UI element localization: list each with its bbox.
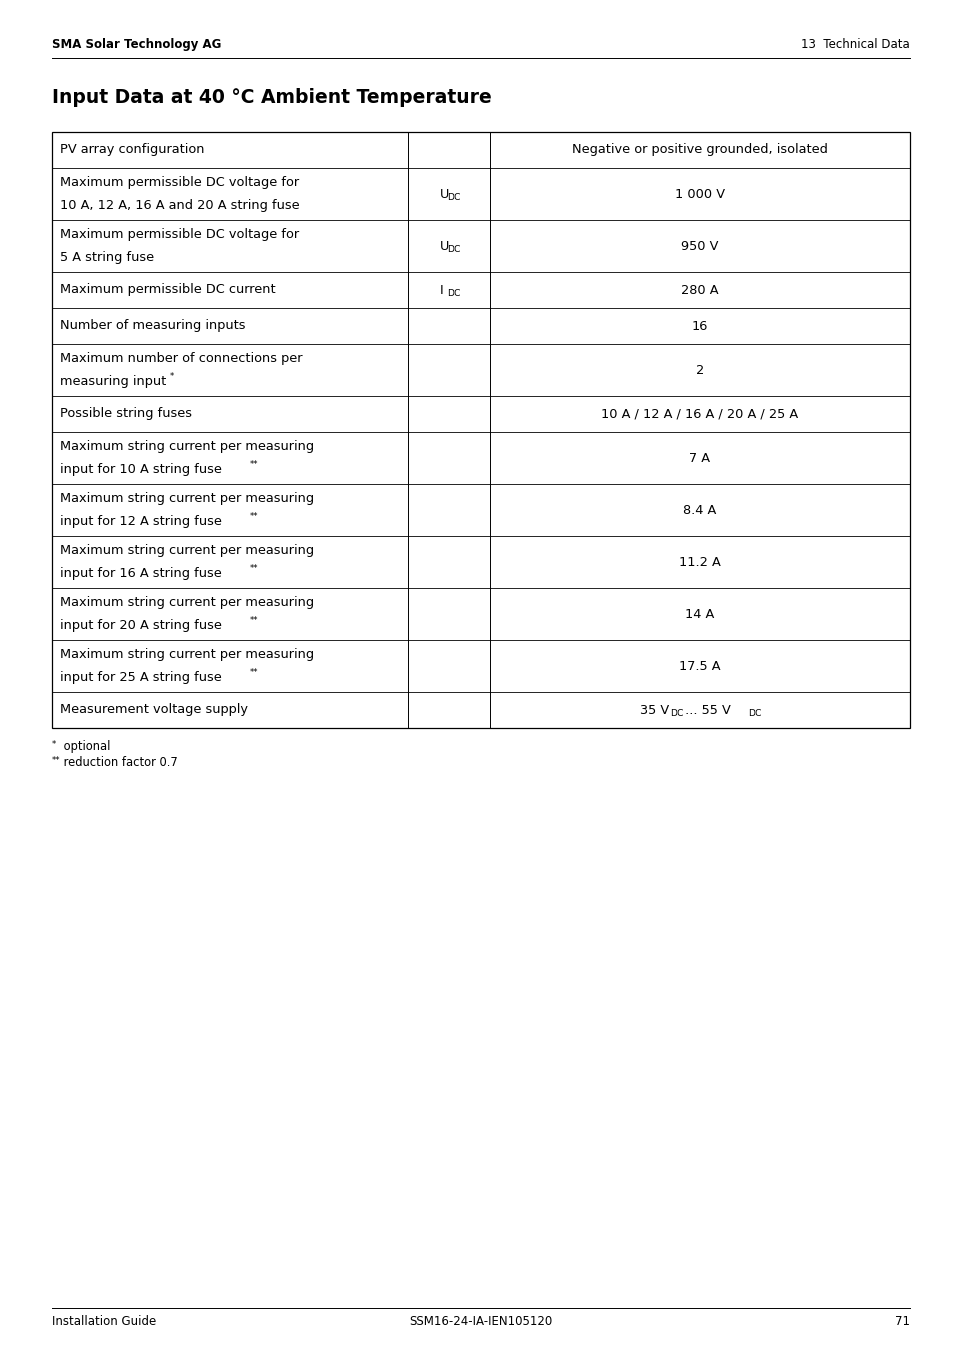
Text: ... 55 V: ... 55 V: [680, 703, 730, 717]
Text: **: **: [250, 668, 258, 677]
Text: Maximum string current per measuring: Maximum string current per measuring: [60, 545, 314, 557]
Text: 14 A: 14 A: [684, 607, 714, 621]
Text: **: **: [250, 564, 258, 573]
Bar: [52, 132, 909, 727]
Text: measuring input: measuring input: [60, 375, 166, 388]
Text: SMA Solar Technology AG: SMA Solar Technology AG: [52, 38, 221, 51]
Text: Maximum permissible DC voltage for: Maximum permissible DC voltage for: [60, 176, 299, 189]
Text: Number of measuring inputs: Number of measuring inputs: [60, 319, 245, 333]
Text: **: **: [250, 512, 258, 522]
Text: input for 20 A string fuse: input for 20 A string fuse: [60, 619, 222, 631]
Text: 16: 16: [691, 319, 707, 333]
Text: Maximum string current per measuring: Maximum string current per measuring: [60, 441, 314, 453]
Text: reduction factor 0.7: reduction factor 0.7: [60, 756, 177, 769]
Text: 17.5 A: 17.5 A: [679, 660, 720, 672]
Text: optional: optional: [60, 740, 111, 753]
Text: input for 10 A string fuse: input for 10 A string fuse: [60, 462, 222, 476]
Text: Maximum string current per measuring: Maximum string current per measuring: [60, 492, 314, 506]
Text: Input Data at 40 °C Ambient Temperature: Input Data at 40 °C Ambient Temperature: [52, 88, 491, 107]
Text: DC: DC: [447, 289, 460, 299]
Text: U: U: [439, 239, 449, 253]
Text: **: **: [52, 756, 60, 765]
Text: PV array configuration: PV array configuration: [60, 143, 204, 157]
Text: input for 25 A string fuse: input for 25 A string fuse: [60, 671, 221, 684]
Text: *: *: [52, 740, 56, 749]
Text: 10 A, 12 A, 16 A and 20 A string fuse: 10 A, 12 A, 16 A and 20 A string fuse: [60, 199, 299, 212]
Text: Negative or positive grounded, isolated: Negative or positive grounded, isolated: [571, 143, 827, 157]
Text: Maximum number of connections per: Maximum number of connections per: [60, 353, 302, 365]
Text: 13  Technical Data: 13 Technical Data: [801, 38, 909, 51]
Text: 10 A / 12 A / 16 A / 20 A / 25 A: 10 A / 12 A / 16 A / 20 A / 25 A: [600, 407, 798, 420]
Text: DC: DC: [447, 193, 460, 203]
Text: DC: DC: [669, 710, 682, 718]
Text: 950 V: 950 V: [680, 239, 718, 253]
Text: input for 12 A string fuse: input for 12 A string fuse: [60, 515, 222, 527]
Text: Measurement voltage supply: Measurement voltage supply: [60, 703, 248, 717]
Text: **: **: [250, 617, 258, 626]
Text: *: *: [170, 372, 173, 381]
Text: 35 V: 35 V: [639, 703, 668, 717]
Text: 280 A: 280 A: [680, 284, 718, 296]
Text: input for 16 A string fuse: input for 16 A string fuse: [60, 566, 221, 580]
Text: **: **: [250, 461, 258, 469]
Text: SSM16-24-IA-IEN105120: SSM16-24-IA-IEN105120: [409, 1315, 552, 1328]
Text: U: U: [439, 188, 449, 200]
Text: Maximum string current per measuring: Maximum string current per measuring: [60, 649, 314, 661]
Text: Installation Guide: Installation Guide: [52, 1315, 156, 1328]
Text: 8.4 A: 8.4 A: [682, 503, 716, 516]
Text: 7 A: 7 A: [689, 452, 710, 465]
Text: Maximum permissible DC voltage for: Maximum permissible DC voltage for: [60, 228, 299, 241]
Text: DC: DC: [748, 710, 761, 718]
Text: I: I: [439, 284, 443, 296]
Text: 11.2 A: 11.2 A: [679, 556, 720, 568]
Text: Possible string fuses: Possible string fuses: [60, 407, 192, 420]
Text: 5 A string fuse: 5 A string fuse: [60, 251, 154, 264]
Text: 1 000 V: 1 000 V: [674, 188, 724, 200]
Text: Maximum string current per measuring: Maximum string current per measuring: [60, 596, 314, 610]
Text: 2: 2: [695, 364, 703, 376]
Text: Maximum permissible DC current: Maximum permissible DC current: [60, 284, 275, 296]
Text: 71: 71: [894, 1315, 909, 1328]
Text: DC: DC: [447, 245, 460, 254]
